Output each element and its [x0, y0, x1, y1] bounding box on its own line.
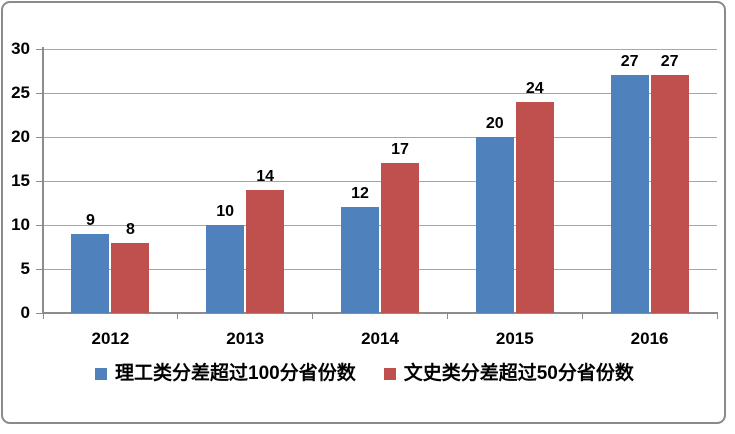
y-axis-label: 25	[11, 83, 30, 102]
gridline	[43, 268, 717, 270]
data-label: 20	[485, 115, 504, 132]
bar-series2-2013	[246, 189, 285, 313]
y-axis-label: 30	[11, 39, 30, 58]
data-label: 24	[525, 79, 544, 97]
gridline	[43, 136, 717, 138]
x-axis-label: 2016	[630, 329, 669, 348]
y-axis-tick	[36, 312, 43, 314]
data-label: 27	[620, 53, 639, 71]
gridline	[43, 224, 717, 226]
legend-item-series1: 理工类分差超过100分省份数	[95, 361, 356, 387]
bar-series2-2014	[381, 163, 419, 313]
y-axis-tick	[36, 268, 43, 270]
x-axis-tick	[716, 314, 718, 319]
x-axis-tick	[42, 314, 44, 319]
x-axis-line	[42, 312, 718, 314]
gridline	[43, 92, 717, 94]
bar-series1-2013	[206, 225, 245, 313]
y-axis-label: 15	[11, 171, 30, 190]
legend-swatch-series1-icon	[95, 368, 107, 380]
bar-series2-2015	[515, 101, 554, 313]
data-label: 9	[85, 211, 95, 229]
x-axis-tick	[581, 314, 583, 319]
y-axis-label: 0	[20, 303, 30, 322]
data-label: 27	[660, 53, 679, 71]
bar-series1-2015	[475, 137, 514, 313]
legend-item-series2: 文史类分差超过50分省份数	[383, 361, 634, 387]
data-label: 10	[216, 203, 235, 220]
x-axis-tick	[177, 314, 179, 319]
x-axis-label: 2014	[361, 329, 399, 348]
legend: 理工类分差超过100分省份数 文史类分差超过50分省份数	[95, 361, 634, 387]
y-axis-tick	[36, 180, 43, 182]
y-axis-label: 10	[11, 215, 30, 234]
y-axis-tick	[36, 48, 43, 50]
y-axis-tick	[36, 92, 43, 94]
y-axis-tick	[36, 136, 43, 138]
x-axis-label: 2012	[91, 329, 130, 348]
gridline	[43, 48, 717, 50]
legend-label-series2: 文史类分差超过50分省份数	[403, 363, 634, 384]
legend-swatch-series2-icon	[383, 368, 396, 380]
bar-series1-2012	[71, 233, 110, 313]
legend-label-series1: 理工类分差超过100分省份数	[115, 363, 356, 384]
gridline	[43, 180, 717, 182]
data-label: 17	[391, 141, 409, 159]
x-axis-tick	[446, 314, 448, 319]
data-label: 14	[256, 167, 275, 185]
bar-series2-2012	[111, 242, 150, 313]
bar-series2-2016	[650, 75, 689, 313]
y-axis-label: 20	[11, 127, 30, 146]
x-axis-label: 2015	[495, 329, 534, 348]
x-axis-label: 2013	[226, 329, 265, 348]
y-axis-tick	[36, 224, 43, 226]
x-axis-tick	[312, 314, 314, 319]
y-axis-label: 5	[20, 259, 30, 278]
y-axis-line	[42, 47, 44, 314]
bar-series1-2016	[610, 75, 649, 313]
bar-series1-2014	[341, 207, 379, 313]
data-label: 12	[351, 185, 369, 203]
data-label: 8	[125, 220, 135, 238]
